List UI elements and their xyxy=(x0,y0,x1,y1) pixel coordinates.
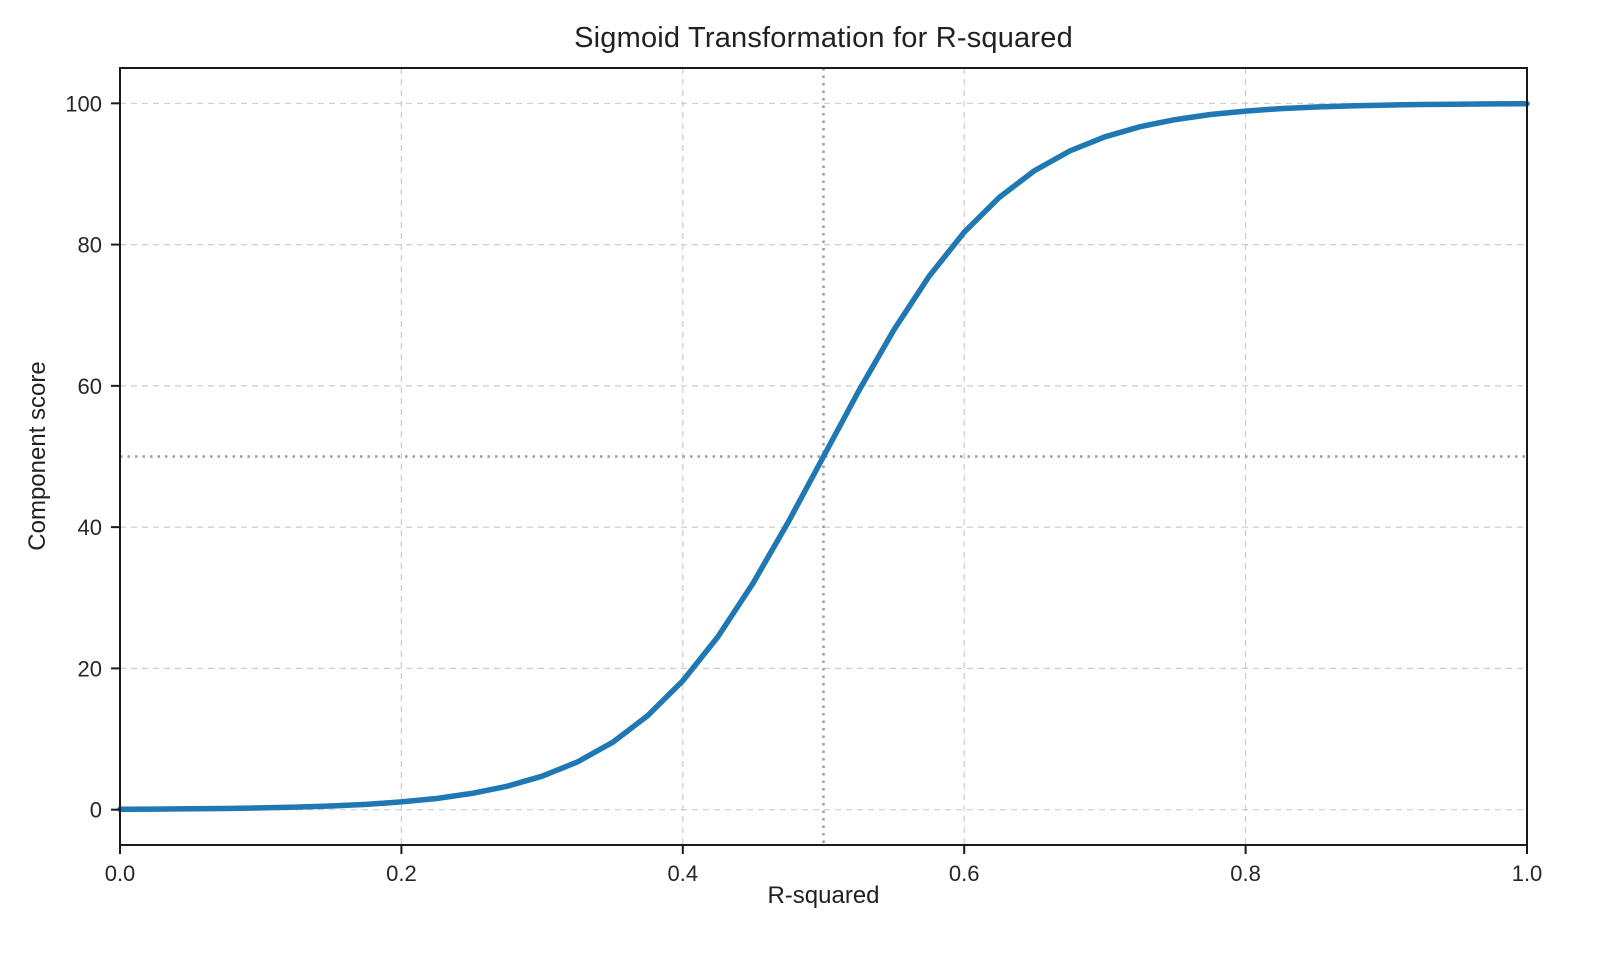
chart-title: Sigmoid Transformation for R-squared xyxy=(574,22,1073,54)
y-tick-label: 40 xyxy=(78,515,102,540)
sigmoid-curve xyxy=(117,100,1530,813)
x-tick-label: 0.8 xyxy=(1230,861,1261,886)
y-tick-label: 80 xyxy=(78,233,102,258)
x-tick-label: 1.0 xyxy=(1512,861,1543,886)
x-tick-label: 0.0 xyxy=(105,861,136,886)
y-tick-label: 100 xyxy=(65,91,102,116)
x-tick-label: 0.6 xyxy=(949,861,980,886)
y-tick-label: 0 xyxy=(90,798,102,823)
plot-border xyxy=(119,67,1528,846)
y-tick-label: 20 xyxy=(78,656,102,681)
x-tick-label: 0.2 xyxy=(386,861,417,886)
x-axis-label: R-squared xyxy=(767,882,880,909)
x-tick-label: 0.4 xyxy=(668,861,699,886)
y-tick-label: 60 xyxy=(78,374,102,399)
